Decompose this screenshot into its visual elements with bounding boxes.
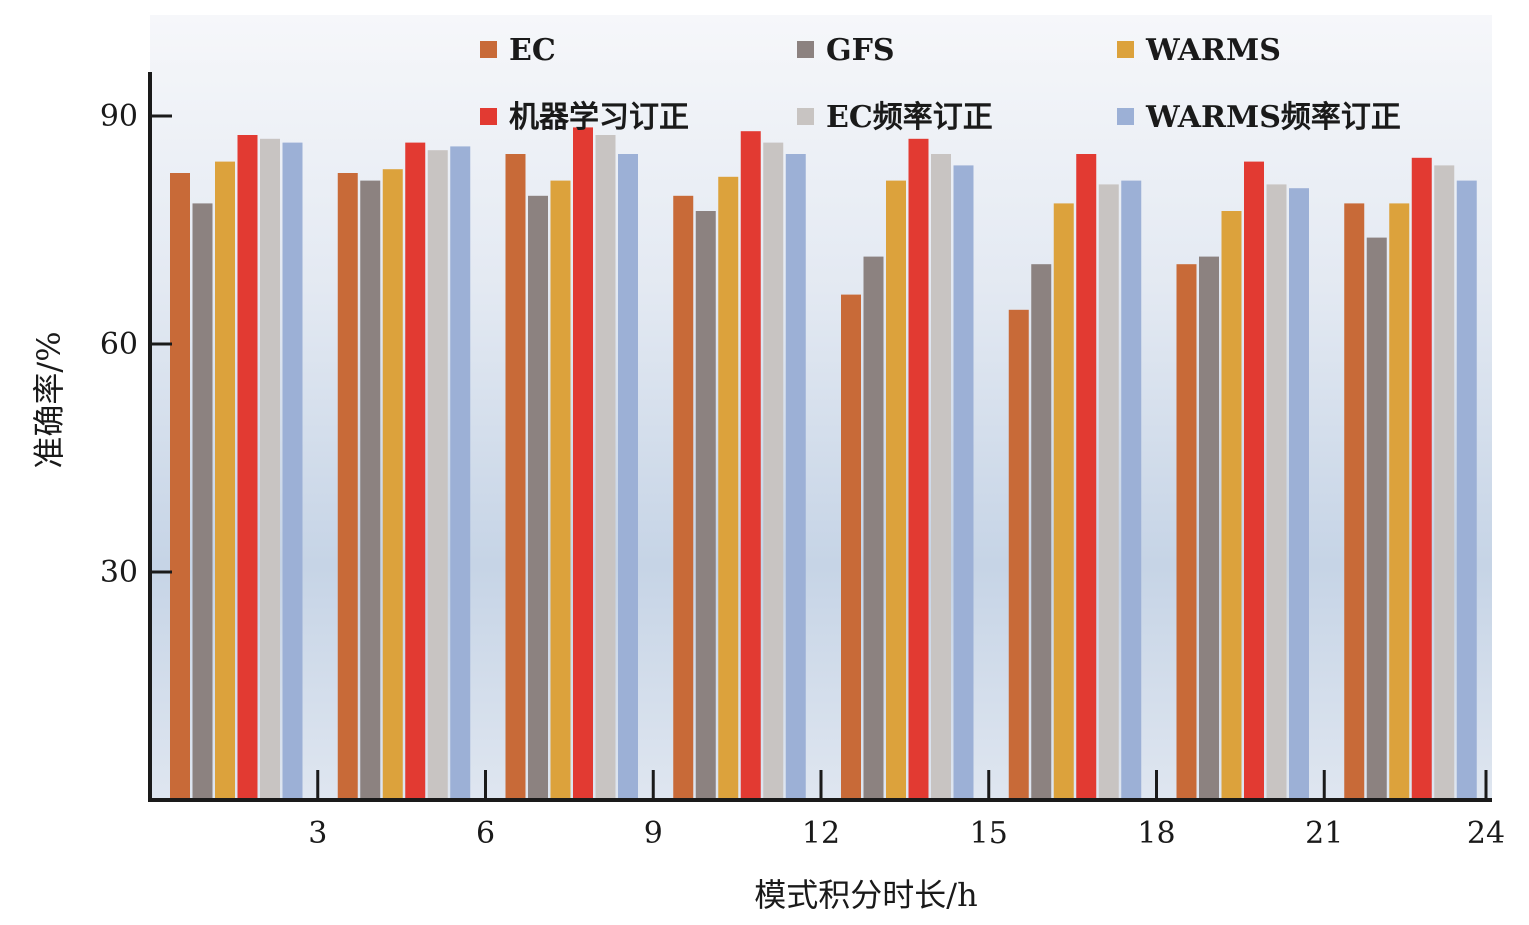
legend-label: EC	[509, 33, 556, 68]
bar-机器学习订正-9	[573, 127, 593, 800]
legend-swatch-WARMS	[1117, 41, 1134, 58]
x-tick-label: 3	[308, 816, 327, 851]
bar-WARMS频率订正-6	[450, 146, 471, 800]
bar-GFS-21	[1199, 256, 1219, 801]
bar-WARMS-12	[718, 176, 739, 801]
bar-GFS-3	[192, 203, 213, 800]
bar-GFS-18	[1031, 264, 1052, 800]
x-tick-label: 15	[970, 816, 1008, 851]
legend-label: GFS	[826, 33, 895, 68]
bar-EC-15	[841, 294, 861, 800]
legend-label: EC频率订正	[826, 100, 993, 135]
bar-GFS-12	[695, 211, 716, 800]
legend-swatch-机器学习订正	[480, 108, 497, 125]
x-tick-label: 12	[802, 816, 840, 851]
y-axis-label: 准确率/%	[30, 331, 68, 468]
bar-EC频率订正-12	[763, 142, 784, 801]
axes-layer: 30 60 90 3 6 9 12 15 18 21 24	[100, 72, 1505, 851]
bar-WARMS-6	[382, 169, 403, 800]
bar-EC-18	[1008, 309, 1029, 800]
bar-WARMS-18	[1053, 203, 1074, 800]
bar-WARMS频率订正-3	[282, 142, 303, 801]
bar-WARMS-9	[550, 180, 571, 801]
bar-EC-12	[673, 195, 694, 801]
bar-机器学习订正-3	[237, 135, 258, 800]
bar-WARMS频率订正-12	[785, 154, 806, 800]
bar-WARMS频率订正-21	[1289, 188, 1309, 800]
bar-WARMS频率订正-18	[1121, 180, 1142, 801]
bar-机器学习订正-18	[1076, 154, 1097, 800]
legend-label: 机器学习订正	[509, 100, 689, 135]
bar-EC频率订正-6	[427, 150, 448, 800]
y-tick-label: 90	[100, 99, 138, 134]
bar-WARMS频率订正-15	[953, 165, 974, 800]
bar-EC频率订正-9	[595, 135, 616, 800]
legend-label: WARMS频率订正	[1145, 100, 1401, 135]
legend-swatch-EC	[480, 41, 497, 58]
bar-机器学习订正-6	[405, 142, 426, 801]
x-tick-label: 18	[1137, 816, 1175, 851]
bar-EC-9	[505, 154, 526, 800]
bar-EC-21	[1176, 264, 1197, 800]
bar-EC-24	[1344, 203, 1365, 800]
legend-swatch-EC频率订正	[797, 108, 814, 125]
bar-GFS-6	[360, 180, 381, 801]
bar-GFS-15	[863, 256, 884, 801]
bar-EC-6	[337, 173, 358, 800]
bar-WARMS-24	[1389, 203, 1410, 800]
y-tick-label: 30	[100, 555, 138, 590]
bar-EC频率订正-3	[260, 138, 280, 801]
legend-swatch-GFS	[797, 41, 814, 58]
x-tick-label: 9	[644, 816, 663, 851]
bar-WARMS频率订正-9	[618, 154, 638, 800]
bar-EC频率订正-18	[1098, 184, 1119, 800]
bar-WARMS-3	[215, 161, 235, 801]
bar-EC频率订正-15	[931, 154, 951, 800]
bar-机器学习订正-15	[908, 138, 929, 801]
bar-机器学习订正-12	[740, 131, 761, 800]
bar-WARMS频率订正-24	[1456, 180, 1477, 801]
x-axis-label: 模式积分时长/h	[754, 876, 977, 914]
bars-layer	[170, 127, 1477, 801]
bar-EC频率订正-24	[1434, 165, 1455, 800]
x-tick-label: 6	[476, 816, 495, 851]
bar-GFS-24	[1366, 237, 1387, 801]
bar-GFS-9	[528, 195, 548, 801]
bar-WARMS-21	[1221, 211, 1242, 800]
x-tick-label: 21	[1305, 816, 1343, 851]
bar-机器学习订正-24	[1411, 157, 1432, 801]
bar-EC频率订正-21	[1266, 184, 1287, 800]
bar-EC-3	[170, 173, 190, 800]
x-tick-label: 24	[1467, 816, 1505, 851]
legend: EC GFS WARMS 机器学习订正 EC频率订正 WARMS频率订正	[480, 33, 1401, 135]
legend-swatch-WARMS频率订正	[1117, 108, 1134, 125]
legend-label: WARMS	[1145, 33, 1281, 68]
bar-机器学习订正-21	[1244, 161, 1264, 801]
y-tick-label: 60	[100, 327, 138, 362]
bar-WARMS-15	[886, 180, 906, 801]
